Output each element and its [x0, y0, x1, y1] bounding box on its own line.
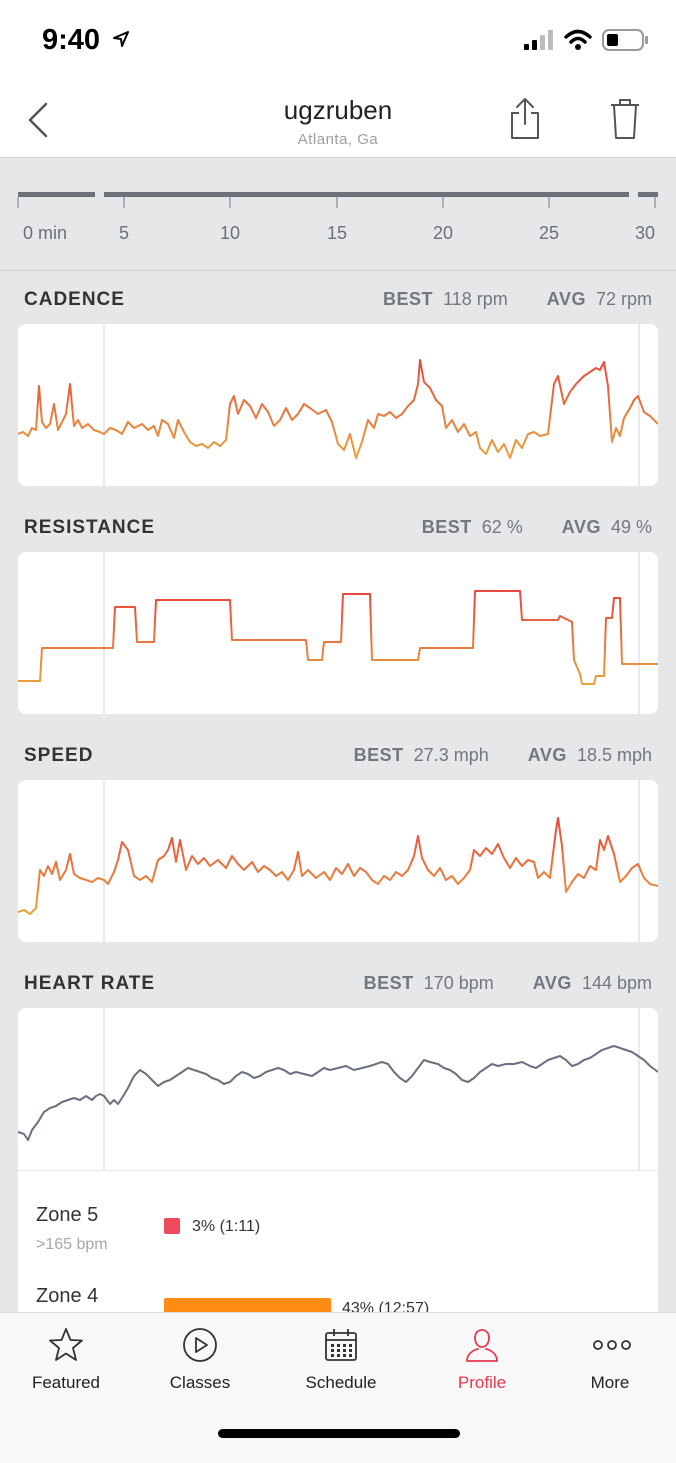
cadence-best-value: 118 rpm	[443, 289, 508, 309]
tab-label: Featured	[31, 1373, 101, 1392]
person-icon	[466, 1329, 498, 1362]
cadence-chart	[18, 324, 658, 486]
resistance-title: RESISTANCE	[24, 517, 156, 538]
timeline-tick: 15	[326, 223, 348, 243]
play-circle-icon	[183, 1328, 217, 1362]
resistance-best-value: 62 %	[481, 517, 523, 537]
best-label: BEST	[383, 289, 434, 309]
share-icon[interactable]	[508, 96, 542, 140]
zone-4-value: 43% (12:57)	[342, 1300, 430, 1312]
page-subtitle: Atlanta, Ga	[297, 131, 379, 148]
tab-more[interactable]: More	[550, 1313, 670, 1413]
speed-title: SPEED	[24, 745, 94, 766]
avg-label: AVG	[532, 973, 572, 993]
zone-5-bar	[164, 1218, 180, 1234]
timeline-segments	[17, 192, 658, 208]
status-bar: 9:40	[0, 0, 676, 80]
tab-bar: Featured Classes Schedule Profile	[0, 1312, 676, 1463]
heart-rate-title: HEART RATE	[24, 973, 156, 994]
timeline-tick: 25	[538, 223, 560, 243]
cadence-stats: BEST 118 rpm AVG 72 rpm	[383, 289, 652, 310]
tab-classes[interactable]: Classes	[140, 1313, 260, 1413]
calendar-icon	[325, 1329, 357, 1361]
zone-5-value: 3% (1:11)	[192, 1218, 261, 1235]
tab-schedule[interactable]: Schedule	[281, 1313, 401, 1413]
heart-rate-line	[18, 1045, 658, 1141]
wifi-icon	[564, 29, 592, 50]
timeline-tick: 10	[219, 223, 241, 243]
resistance-stats: BEST 62 % AVG 49 %	[422, 517, 652, 538]
resistance-line	[18, 590, 658, 685]
status-icons	[524, 28, 648, 52]
star-icon	[49, 1328, 83, 1361]
speed-chart	[18, 780, 658, 942]
speed-best-value: 27.3 mph	[413, 745, 489, 765]
battery-icon	[602, 29, 648, 51]
tab-profile[interactable]: Profile	[422, 1313, 542, 1413]
tab-featured[interactable]: Featured	[6, 1313, 126, 1413]
heart-rate-stats: BEST 170 bpm AVG 144 bpm	[364, 973, 652, 994]
speed-header: SPEED BEST 27.3 mph AVG 18.5 mph	[24, 745, 652, 775]
tab-label: Classes	[169, 1373, 231, 1392]
back-chevron-icon[interactable]	[24, 100, 54, 140]
zone-4-bar	[164, 1298, 331, 1312]
location-arrow-icon	[113, 31, 129, 47]
tab-label: Profile	[457, 1373, 507, 1392]
status-time: 9:40	[42, 24, 101, 56]
home-indicator[interactable]	[218, 1429, 460, 1438]
heart-rate-header: HEART RATE BEST 170 bpm AVG 144 bpm	[24, 973, 652, 1003]
timeline-tick: 5	[118, 223, 130, 243]
best-label: BEST	[363, 973, 414, 993]
zone-5-range: >165 bpm	[36, 1236, 108, 1253]
speed-avg-value: 18.5 mph	[576, 745, 652, 765]
resistance-chart	[18, 552, 658, 714]
resistance-avg-value: 49 %	[610, 517, 652, 537]
zone-4-name: Zone 4	[36, 1285, 99, 1307]
timeline-tick: 20	[432, 223, 454, 243]
best-label: BEST	[353, 745, 404, 765]
timeline-tick: 0 min	[22, 223, 68, 243]
cadence-avg-value: 72 rpm	[595, 289, 652, 309]
heart-rate-card: Zone 5 >165 bpm 3% (1:11) Zone 4 43% (12…	[18, 1008, 658, 1312]
avg-label: AVG	[546, 289, 586, 309]
resistance-header: RESISTANCE BEST 62 % AVG 49 %	[24, 517, 652, 547]
more-dots-icon	[593, 1340, 631, 1350]
avg-label: AVG	[561, 517, 601, 537]
signal-icon	[524, 30, 553, 50]
navigation-header: ugzruben Atlanta, Ga	[0, 80, 676, 158]
avg-label: AVG	[527, 745, 567, 765]
best-label: BEST	[421, 517, 472, 537]
zone-5-name: Zone 5	[36, 1204, 99, 1226]
page-title: ugzruben	[283, 95, 393, 125]
divider	[18, 1170, 658, 1171]
heart-rate-best-value: 170 bpm	[423, 973, 494, 993]
workout-timeline: 0 min 5 10 15 20 25 30	[0, 159, 676, 271]
cadence-header: CADENCE BEST 118 rpm AVG 72 rpm	[24, 289, 652, 319]
cadence-title: CADENCE	[24, 289, 125, 310]
tab-label: Schedule	[305, 1373, 377, 1392]
trash-icon[interactable]	[608, 96, 642, 140]
speed-stats: BEST 27.3 mph AVG 18.5 mph	[354, 745, 652, 766]
heart-rate-avg-value: 144 bpm	[581, 973, 652, 993]
cadence-line	[18, 359, 658, 459]
tab-label: More	[590, 1373, 630, 1392]
timeline-tick: 30	[634, 223, 656, 243]
speed-line	[18, 817, 658, 915]
heart-rate-chart	[18, 1008, 658, 1170]
